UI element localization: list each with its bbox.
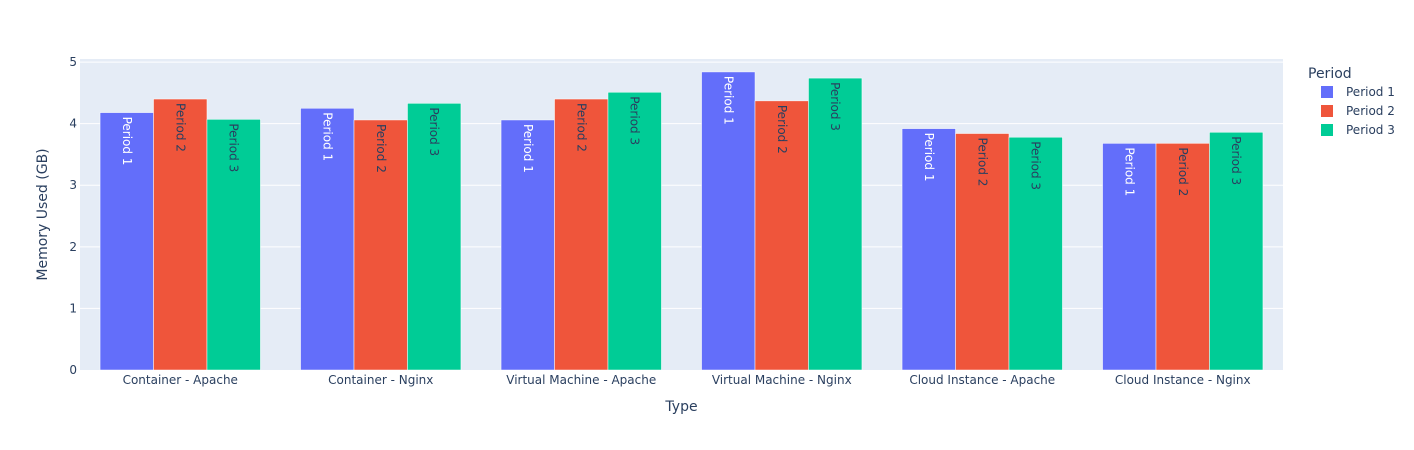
x-tick-label: Container - Apache — [123, 373, 238, 387]
bar — [206, 119, 261, 371]
bar-label: Period 2 — [173, 103, 187, 152]
legend-swatch — [1321, 86, 1333, 98]
bar-label: Period 3 — [1029, 141, 1043, 190]
x-tick-label: Cloud Instance - Nginx — [1115, 373, 1251, 387]
bar — [500, 119, 555, 371]
bar-label: Period 2 — [975, 138, 989, 187]
bar — [153, 98, 208, 371]
y-tick-label: 4 — [69, 117, 77, 131]
y-tick-label: 0 — [69, 363, 77, 377]
x-tick-label: Virtual Machine - Nginx — [712, 373, 852, 387]
bar — [808, 77, 863, 371]
bar-label: Period 1 — [320, 112, 334, 161]
y-tick-label: 3 — [69, 178, 77, 192]
bars — [99, 71, 1264, 371]
bar-label: Period 3 — [427, 107, 441, 156]
y-tick-label: 2 — [69, 240, 77, 254]
bar-label: Period 2 — [1176, 147, 1190, 196]
bar-label: Period 1 — [922, 133, 936, 182]
legend-item-label: Period 1 — [1346, 85, 1395, 99]
bar — [1008, 136, 1063, 371]
bar-label: Period 1 — [120, 117, 134, 166]
legend-swatch — [1321, 105, 1333, 117]
bar — [901, 128, 956, 371]
bar — [99, 112, 154, 371]
x-tick-label: Container - Nginx — [328, 373, 433, 387]
x-tick-label: Cloud Instance - Apache — [909, 373, 1055, 387]
bar-label: Period 3 — [628, 96, 642, 145]
legend-item-label: Period 3 — [1346, 123, 1395, 137]
y-tick-label: 1 — [69, 301, 77, 315]
y-axis-title: Memory Used (GB) — [35, 148, 51, 280]
bar — [407, 103, 462, 371]
bar — [955, 133, 1010, 371]
gridlines — [80, 61, 1283, 309]
bar-label: Period 3 — [1229, 136, 1243, 185]
bar-label: Period 2 — [374, 124, 388, 173]
bar — [754, 100, 809, 371]
bar — [554, 98, 609, 371]
legend-item-label: Period 2 — [1346, 104, 1395, 118]
bar — [1209, 132, 1264, 371]
x-axis-title: Type — [664, 399, 697, 415]
x-axis-ticks: Container - Apache Container - Nginx Virtu… — [123, 373, 1251, 387]
bar-label: Period 3 — [227, 123, 241, 172]
x-tick-label: Virtual Machine - Apache — [506, 373, 656, 387]
bar-label: Period 2 — [775, 105, 789, 154]
y-axis-ticks: 0 1 2 3 4 5 — [69, 55, 77, 377]
legend-items: Period 1 Period 2 Period 3 — [1321, 85, 1395, 137]
bar-label: Period 3 — [828, 82, 842, 131]
bar-labels: Period 1 Period 2 Period 3 Period 1 Period 2… — [120, 76, 1243, 196]
bar — [607, 92, 662, 371]
bar-label: Period 1 — [521, 124, 535, 173]
y-tick-label: 5 — [69, 55, 77, 69]
bar-label: Period 2 — [574, 103, 588, 152]
bar-label: Period 1 — [721, 76, 735, 125]
bar — [1155, 143, 1210, 371]
plot-area — [80, 59, 1283, 370]
legend: Period Period 1 Period 2 Period 3 — [1308, 66, 1395, 137]
legend-swatch — [1321, 124, 1333, 136]
bar — [1102, 143, 1157, 371]
bar-label: Period 1 — [1122, 147, 1136, 196]
legend-title: Period — [1308, 66, 1352, 82]
